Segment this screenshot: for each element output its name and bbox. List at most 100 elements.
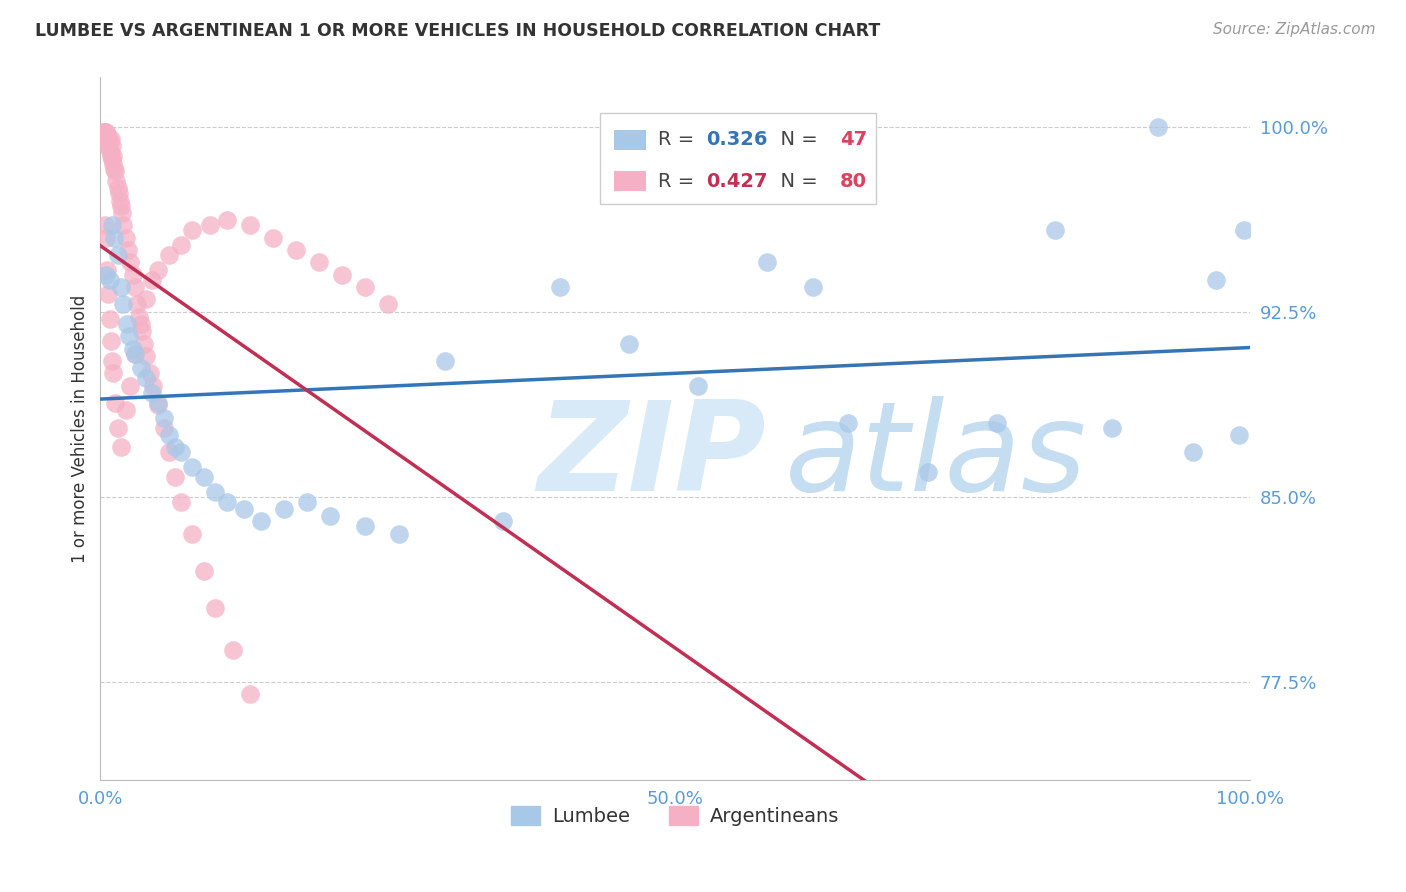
Point [96, 262, 118, 277]
Point [548, 280, 571, 294]
Point [120, 255, 142, 269]
Point [837, 416, 859, 430]
Point [94, 125, 117, 139]
Text: N =: N = [768, 171, 824, 191]
Point [110, 199, 132, 213]
Point [96, 127, 118, 141]
Point [100, 132, 122, 146]
Point [98, 312, 121, 326]
Point [284, 243, 307, 257]
Point [170, 445, 193, 459]
Point [96, 136, 118, 151]
Text: Source: ZipAtlas.com: Source: ZipAtlas.com [1212, 22, 1375, 37]
Point [917, 465, 939, 479]
Point [215, 213, 238, 227]
Point [152, 410, 174, 425]
Point [104, 396, 127, 410]
Text: R =: R = [658, 171, 700, 191]
Point [388, 526, 411, 541]
Point [1101, 420, 1123, 434]
Point [121, 268, 143, 282]
Point [97, 139, 120, 153]
Text: N =: N = [768, 130, 824, 150]
Point [141, 273, 163, 287]
Text: LUMBEE VS ARGENTINEAN 1 OR MORE VEHICLES IN HOUSEHOLD CORRELATION CHART: LUMBEE VS ARGENTINEAN 1 OR MORE VEHICLES… [35, 22, 880, 40]
Point [273, 502, 295, 516]
Point [103, 161, 125, 176]
Point [111, 206, 134, 220]
Point [91, 125, 114, 139]
Point [319, 509, 342, 524]
Point [135, 293, 157, 307]
Point [377, 297, 399, 311]
Point [142, 378, 165, 392]
Point [181, 526, 204, 541]
Point [193, 564, 215, 578]
Point [110, 280, 132, 294]
Point [330, 268, 353, 282]
Point [1205, 273, 1227, 287]
Point [233, 502, 256, 516]
Point [101, 152, 124, 166]
Point [434, 354, 457, 368]
Point [105, 174, 128, 188]
Point [101, 139, 124, 153]
Point [297, 494, 319, 508]
Point [101, 157, 124, 171]
Point [107, 181, 129, 195]
Point [1227, 428, 1250, 442]
Point [170, 238, 193, 252]
Point [139, 367, 162, 381]
Point [97, 287, 120, 301]
Point [93, 127, 115, 141]
Point [141, 386, 163, 401]
Point [688, 378, 710, 392]
Point [128, 310, 150, 324]
Text: ZIP: ZIP [537, 396, 766, 517]
Point [103, 231, 125, 245]
Point [112, 219, 135, 233]
Point [619, 336, 641, 351]
Point [1233, 223, 1256, 237]
Point [124, 346, 146, 360]
Point [115, 317, 138, 331]
Point [107, 420, 129, 434]
Point [101, 149, 124, 163]
Point [114, 231, 136, 245]
Point [118, 329, 141, 343]
Point [170, 494, 193, 508]
Point [107, 248, 129, 262]
Point [165, 441, 187, 455]
Point [986, 416, 1008, 430]
Legend: Lumbee, Argentineans: Lumbee, Argentineans [503, 797, 846, 834]
Point [107, 186, 129, 201]
Point [114, 403, 136, 417]
Point [181, 223, 204, 237]
Point [157, 445, 180, 459]
FancyBboxPatch shape [614, 171, 647, 191]
Point [104, 164, 127, 178]
Point [152, 420, 174, 434]
Point [157, 428, 180, 442]
Point [101, 367, 124, 381]
FancyBboxPatch shape [600, 112, 876, 204]
Point [101, 354, 124, 368]
Point [110, 441, 132, 455]
Point [146, 262, 169, 277]
Point [1181, 445, 1204, 459]
Point [121, 342, 143, 356]
Point [801, 280, 824, 294]
Point [94, 231, 117, 245]
Point [129, 361, 152, 376]
Point [100, 149, 122, 163]
Point [129, 317, 152, 331]
Point [1147, 120, 1170, 134]
Point [101, 219, 124, 233]
Text: R =: R = [658, 130, 700, 150]
Point [239, 687, 262, 701]
Point [94, 125, 117, 139]
Point [157, 248, 180, 262]
Point [117, 243, 139, 257]
Point [124, 346, 146, 360]
Point [98, 273, 121, 287]
